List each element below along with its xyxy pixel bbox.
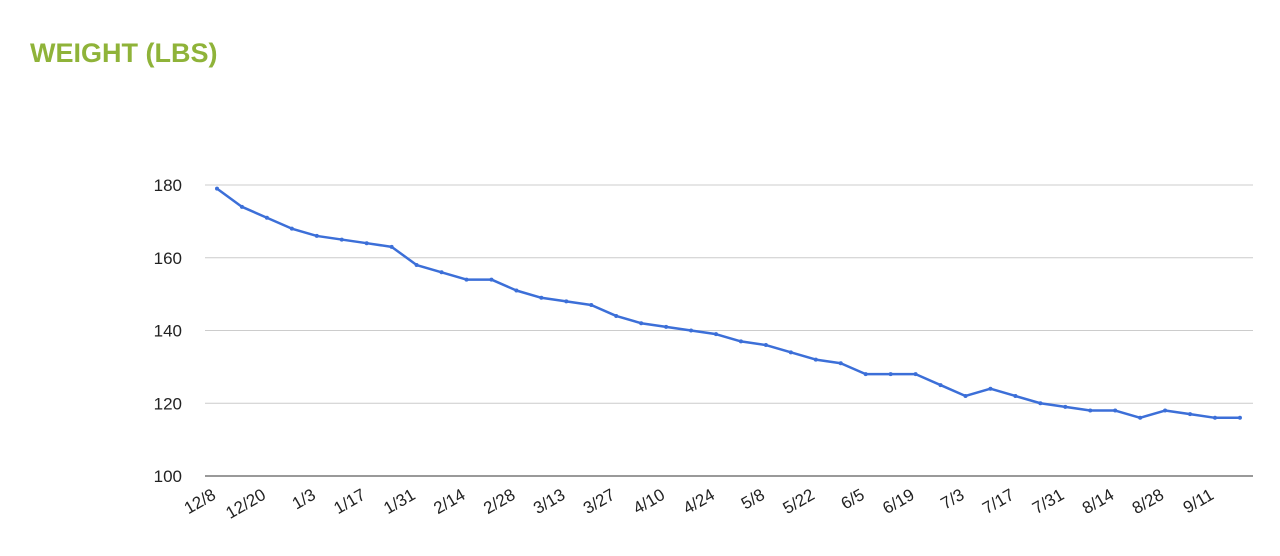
data-point <box>738 339 743 344</box>
x-tick-label: 2/14 <box>430 485 468 518</box>
chart-title: WEIGHT (LBS) <box>30 38 217 68</box>
data-point <box>1038 401 1043 406</box>
data-point <box>1113 408 1118 413</box>
x-tick-label: 6/5 <box>838 485 868 513</box>
x-tick-label: 12/20 <box>223 485 269 523</box>
data-point <box>464 277 469 282</box>
data-point <box>439 270 444 275</box>
x-tick-label: 8/28 <box>1129 485 1167 518</box>
y-tick-label: 120 <box>154 394 182 413</box>
x-tick-label: 7/3 <box>938 485 968 513</box>
data-point <box>1013 393 1018 398</box>
y-tick-label: 140 <box>154 322 182 341</box>
data-point <box>539 295 544 300</box>
y-tick-label: 100 <box>154 467 182 486</box>
data-point <box>1063 404 1068 409</box>
x-tick-label: 1/17 <box>331 485 369 518</box>
data-point <box>938 383 943 388</box>
data-point <box>339 237 344 242</box>
data-point <box>364 241 369 246</box>
data-point <box>1138 415 1143 420</box>
data-point <box>714 332 718 337</box>
data-point <box>963 393 968 398</box>
x-tick-label: 2/28 <box>480 485 518 518</box>
data-point <box>639 321 644 326</box>
data-point <box>589 303 594 308</box>
data-point <box>863 372 868 377</box>
x-tick-label: 7/31 <box>1029 485 1067 518</box>
x-tick-label: 1/31 <box>380 485 418 518</box>
data-point <box>314 233 319 238</box>
data-point <box>913 372 918 377</box>
data-point <box>1213 415 1217 420</box>
data-point <box>564 299 569 304</box>
x-tick-label: 3/27 <box>580 485 618 518</box>
data-point <box>264 215 269 220</box>
x-tick-label: 12/8 <box>181 485 219 518</box>
x-tick-label: 4/10 <box>630 485 668 518</box>
data-point <box>514 288 519 293</box>
data-point <box>1088 408 1093 413</box>
x-tick-label: 9/11 <box>1180 485 1217 517</box>
data-point <box>689 328 694 333</box>
x-tick-label: 5/22 <box>780 485 818 518</box>
x-tick-label: 4/24 <box>680 485 718 518</box>
data-point <box>389 244 394 249</box>
x-tick-label: 1/3 <box>289 485 319 513</box>
data-line <box>216 187 1240 420</box>
data-point <box>788 350 793 355</box>
data-point <box>838 361 843 366</box>
data-point <box>1237 415 1242 420</box>
data-point <box>888 372 893 377</box>
x-tick-label: 5/8 <box>738 485 768 513</box>
data-point <box>664 324 669 329</box>
x-tick-label: 3/13 <box>530 485 568 518</box>
data-point <box>813 357 818 362</box>
data-point <box>289 226 294 231</box>
data-point <box>215 186 219 191</box>
data-point <box>988 386 993 391</box>
data-point <box>763 343 768 348</box>
data-point <box>414 263 419 268</box>
x-tick-label: 8/14 <box>1079 485 1117 518</box>
y-tick-label: 160 <box>154 249 182 268</box>
data-point <box>239 204 244 209</box>
data-point <box>614 313 619 318</box>
y-tick-label: 180 <box>154 176 182 195</box>
data-point <box>1188 412 1193 417</box>
data-point <box>489 277 494 282</box>
data-point <box>1163 408 1168 413</box>
x-tick-label: 6/19 <box>879 485 917 518</box>
x-tick-label: 7/17 <box>979 485 1017 518</box>
